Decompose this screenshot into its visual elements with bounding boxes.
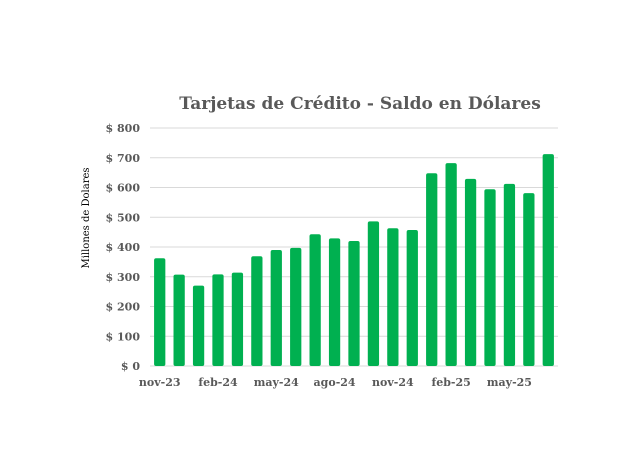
bar-abr-24 <box>251 256 263 366</box>
y-tick-label: $ 600 <box>106 182 141 195</box>
bar-feb-24 <box>212 274 224 366</box>
bar-may-24 <box>270 249 282 366</box>
bar-dic-23 <box>173 274 185 366</box>
chart-title: Tarjetas de Crédito - Saldo en Dólares <box>179 94 541 114</box>
x-tick-label: nov-24 <box>372 376 414 389</box>
bar-ago-24 <box>328 238 341 366</box>
bar-dic-24 <box>406 230 418 366</box>
y-tick-label: $ 200 <box>106 301 141 314</box>
x-tick-label: may-24 <box>254 376 299 389</box>
x-tick-label: ago-24 <box>314 376 356 389</box>
bar-sep-24 <box>348 241 360 366</box>
bar-jun-24 <box>290 247 302 366</box>
bar-oct-24 <box>367 221 380 366</box>
bar-jul-25 <box>542 154 554 366</box>
bar-jun-25 <box>523 193 535 366</box>
x-tick-label: feb-24 <box>198 376 238 389</box>
bar-nov-23 <box>154 258 166 366</box>
bar-ene-25 <box>426 173 438 366</box>
y-axis-label: Millones de Dolares <box>81 167 92 268</box>
y-tick-label: $ 400 <box>106 241 141 254</box>
y-tick-label: $ 700 <box>106 152 141 165</box>
bar-feb-25 <box>445 163 457 366</box>
x-tick-label: may-25 <box>487 376 532 389</box>
x-tick-label: nov-23 <box>139 376 181 389</box>
y-axis-ticks: $ 0 $ 100 $ 200 $ 300 $ 400 $ 500 $ 600 $ 700 $ … <box>106 122 141 373</box>
y-tick-label: $ 100 <box>106 330 141 343</box>
bar-mar-24 <box>231 272 244 366</box>
y-tick-label: $ 500 <box>106 211 141 224</box>
y-tick-label: $ 300 <box>106 271 141 284</box>
y-tick-label: $ 0 <box>121 360 140 373</box>
bar-abr-25 <box>484 189 496 366</box>
bar-mar-25 <box>464 178 477 366</box>
bar-nov-24 <box>387 228 399 366</box>
bar-ene-24 <box>192 285 205 366</box>
x-axis-ticks: nov-23 feb-24 may-24 ago-24 nov-24 feb-25 may-… <box>139 376 532 389</box>
x-tick-label: feb-25 <box>431 376 470 389</box>
bar-jul-24 <box>309 234 321 366</box>
bar-may-25 <box>503 183 516 366</box>
y-tick-label: $ 800 <box>106 122 141 135</box>
bars <box>154 154 554 366</box>
